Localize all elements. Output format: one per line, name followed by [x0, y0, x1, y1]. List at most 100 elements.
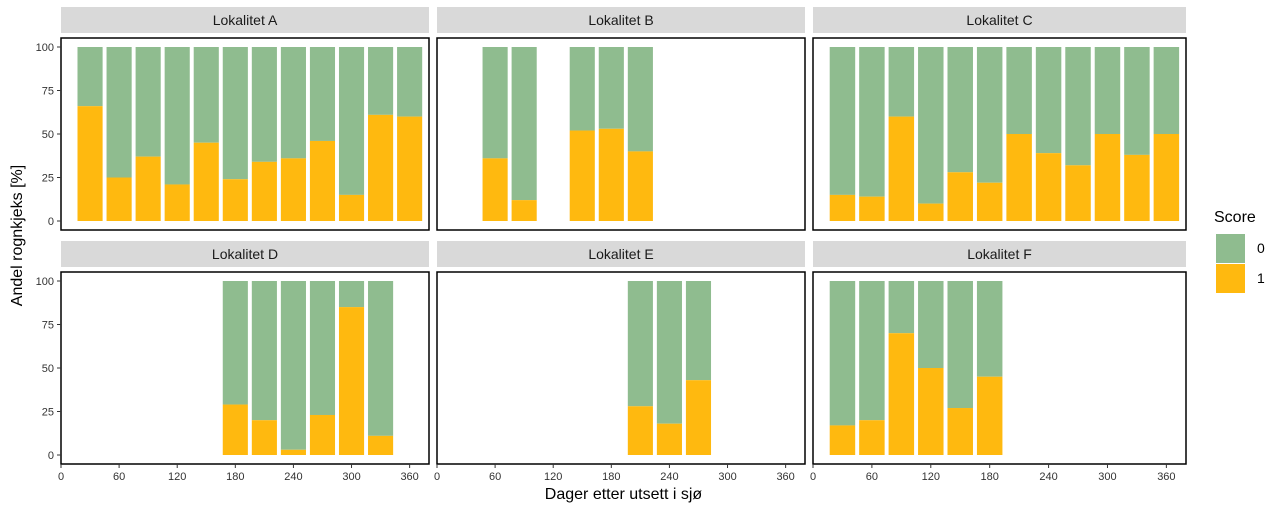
facet-strip: [437, 241, 805, 267]
x-tick-label: 60: [113, 471, 125, 483]
bar-score-1: [309, 140, 336, 221]
bar-score-0: [280, 47, 306, 159]
bar-score-1: [338, 307, 365, 455]
facet-strip: [813, 241, 1186, 267]
x-tick-label: 300: [718, 471, 736, 483]
bar-score-1: [368, 435, 394, 455]
bar-score-0: [1094, 47, 1121, 134]
panel-border: [436, 37, 806, 231]
panel-border: [812, 37, 1187, 231]
bar-score-0: [338, 281, 365, 308]
bar-score-0: [511, 47, 537, 201]
bar-score-0: [656, 281, 682, 424]
bar-score-1: [106, 177, 132, 221]
bar-score-1: [976, 182, 1003, 221]
x-tick-label: 360: [776, 471, 794, 483]
y-tick-label: 75: [42, 86, 54, 98]
bar-score-1: [947, 408, 973, 455]
bar-score-0: [918, 281, 944, 368]
x-tick-label: 240: [1039, 471, 1057, 483]
bar-score-1: [222, 179, 248, 221]
bar-score-0: [859, 281, 885, 421]
bar-score-1: [685, 380, 712, 455]
x-tick-label: 60: [489, 471, 501, 483]
bar-score-1: [1094, 134, 1121, 221]
bar-score-0: [829, 281, 856, 426]
bar-score-1: [193, 142, 219, 221]
legend-label: 0: [1257, 240, 1265, 256]
y-axis-title: Andel rognkjeks [%]: [9, 165, 26, 306]
bar-score-0: [397, 47, 423, 117]
bar-score-0: [627, 47, 653, 152]
bar-score-0: [309, 47, 336, 141]
bar-score-0: [338, 47, 365, 195]
bar-score-1: [164, 184, 190, 221]
bar-score-0: [888, 47, 915, 117]
x-tick-label: 0: [810, 471, 816, 483]
bar-score-1: [338, 194, 365, 221]
bar-score-0: [1006, 47, 1032, 134]
bar-score-0: [309, 281, 336, 415]
legend-swatch-1: [1216, 264, 1245, 293]
bar-score-1: [77, 106, 103, 221]
bar-score-1: [859, 196, 885, 221]
y-tick-label: 25: [42, 173, 54, 185]
x-tick-label: 180: [981, 471, 999, 483]
bar-score-1: [511, 200, 537, 221]
x-tick-label: 360: [400, 471, 418, 483]
x-tick-label: 300: [342, 471, 360, 483]
bar-score-0: [888, 281, 915, 334]
bar-score-1: [280, 158, 306, 221]
y-tick-label: 100: [36, 42, 54, 54]
x-axis-title: Dager etter utsett i sjø: [545, 486, 703, 503]
bar-score-0: [135, 47, 161, 157]
bar-score-0: [947, 281, 973, 409]
facet-panel: Lokalitet A 0 25 50 75 100: [36, 7, 430, 231]
y-tick-label: 75: [42, 320, 54, 332]
bar-score-1: [397, 116, 423, 221]
facet-strip-label: Lokalitet A: [213, 12, 278, 28]
bar-score-0: [1065, 47, 1091, 166]
bar-score-1: [976, 376, 1003, 455]
bar-score-1: [656, 423, 682, 455]
x-tick-label: 360: [1157, 471, 1175, 483]
bar-score-1: [598, 128, 624, 221]
x-tick-label: 180: [226, 471, 244, 483]
facet-panel: Lokalitet C: [812, 7, 1187, 231]
bar-score-1: [947, 172, 973, 221]
facet-strip: [437, 7, 805, 33]
bar-score-0: [368, 47, 394, 115]
facet-strip-label: Lokalitet F: [967, 246, 1032, 262]
y-tick-label: 50: [42, 129, 54, 141]
facet-panel: Lokalitet B: [436, 7, 806, 231]
bar-score-1: [251, 161, 277, 221]
facet-strip: [61, 7, 429, 33]
y-tick-label: 0: [48, 216, 54, 228]
facet-strip: [61, 241, 429, 267]
facet-strip-label: Lokalitet E: [588, 246, 653, 262]
bar-score-0: [947, 47, 973, 173]
bar-score-1: [309, 414, 336, 455]
bar-score-1: [627, 406, 653, 455]
y-tick-label: 50: [42, 363, 54, 375]
facet-panel: Lokalitet E 0 60 120 180 240 300 360: [434, 241, 806, 483]
facet-strip-label: Lokalitet C: [966, 12, 1032, 28]
y-tick-label: 100: [36, 276, 54, 288]
bar-score-1: [569, 130, 595, 221]
y-tick-label: 0: [48, 450, 54, 462]
x-tick-label: 240: [284, 471, 302, 483]
bar-score-1: [1153, 134, 1180, 221]
bar-score-0: [627, 281, 653, 407]
x-tick-label: 120: [922, 471, 940, 483]
bar-score-0: [918, 47, 944, 204]
facet-panel: Lokalitet D 0 25 50 75 100 0 60 120 180 240 300 360: [36, 241, 430, 483]
bar-score-0: [368, 281, 394, 436]
bar-score-1: [918, 203, 944, 221]
bar-score-0: [164, 47, 190, 185]
facet-panels: Lokalitet A 0 25 50 75 100 Lokalitet B Lokalite…: [36, 7, 1187, 483]
bar-score-0: [829, 47, 856, 195]
x-tick-label: 180: [602, 471, 620, 483]
x-tick-label: 120: [168, 471, 186, 483]
bar-score-1: [888, 116, 915, 221]
